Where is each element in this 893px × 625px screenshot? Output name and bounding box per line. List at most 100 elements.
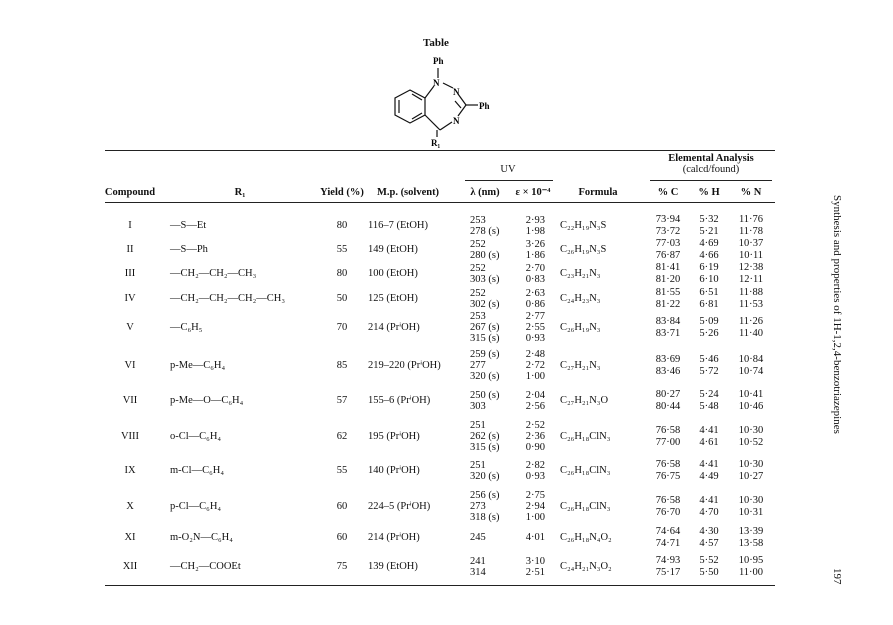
analysis-h: 6·19 <box>699 262 719 273</box>
melting-point: 224–5 (PrⁱOH) <box>368 501 431 512</box>
yield: 55 <box>336 244 348 255</box>
analysis-n: 10·84 <box>738 354 764 365</box>
running-head: Synthesis and properties of 1H-1,2,4-ben… <box>831 195 843 434</box>
yield: 80 <box>336 268 348 279</box>
analysis-c: 77·00 <box>655 437 681 448</box>
analysis-h: 5·09 <box>699 316 719 327</box>
uv-epsilon: 3·26 <box>525 238 545 250</box>
analysis-c: 74·93 <box>655 555 681 566</box>
bonds <box>394 68 478 137</box>
header: Yield (%) <box>320 187 364 198</box>
uv-lambda: 278 (s) <box>470 225 500 237</box>
uv-lambda: 315 (s) <box>470 442 500 453</box>
analysis-c: 76·58 <box>655 495 681 506</box>
title: Table <box>423 37 449 49</box>
uv-lambda: 252 <box>470 238 486 250</box>
yield: 80 <box>336 220 348 231</box>
atom-label: Ph <box>479 101 490 111</box>
formula: C₂₄H₂₃N₃ <box>560 293 601 304</box>
melting-point: 125 (EtOH) <box>368 293 418 304</box>
analysis-n: 11·53 <box>738 299 764 310</box>
uv-epsilon: 0·83 <box>525 273 545 285</box>
substituent: —S—Ph <box>170 244 208 255</box>
compound: XI <box>124 532 136 543</box>
analysis-rule <box>650 180 772 181</box>
uv-lambda: 267 (s) <box>470 322 500 333</box>
uv-epsilon: 1·00 <box>525 512 545 523</box>
analysis-c: 73·72 <box>655 226 681 237</box>
melting-point: 139 (EtOH) <box>368 561 418 572</box>
uv-epsilon: 2·51 <box>525 566 545 578</box>
analysis-h: 4·70 <box>699 507 719 518</box>
analysis-n: 10·31 <box>738 507 764 518</box>
header: R₁ <box>234 187 246 198</box>
uv-lambda: 303 <box>470 400 486 412</box>
melting-point: 149 (EtOH) <box>368 244 418 255</box>
yield: 50 <box>336 293 348 304</box>
melting-point: 214 (PrⁱOH) <box>368 322 420 333</box>
compound: II <box>126 244 134 255</box>
formula: C₂₆H₁₉N₃ <box>560 322 601 333</box>
substituent: —CH₂—COOEt <box>170 561 241 572</box>
uv-epsilon: 2·70 <box>525 262 545 274</box>
analysis-n: 10·95 <box>738 555 764 566</box>
header: % N <box>740 187 762 198</box>
uv-lambda: 252 <box>470 287 486 299</box>
substituent: —S—Et <box>170 220 207 231</box>
analysis-c: 76·75 <box>655 471 681 482</box>
uv-epsilon: 4·01 <box>525 532 545 543</box>
yield: 85 <box>336 360 348 371</box>
uv-lambda: 318 (s) <box>470 512 500 523</box>
analysis-c: 83·84 <box>655 316 681 327</box>
melting-point: 219–220 (PrⁱOH) <box>368 360 441 371</box>
yield: 70 <box>336 322 348 333</box>
uv-epsilon: 2·77 <box>525 311 545 322</box>
compound: IV <box>124 293 136 304</box>
uv-epsilon: 2·52 <box>525 420 545 431</box>
uv-epsilon: 2·36 <box>525 431 545 442</box>
compound: VIII <box>120 431 140 442</box>
formula: C₂₇H₂₁N₃ <box>560 360 601 371</box>
uv-lambda: 320 (s) <box>470 371 500 382</box>
substituent: —CH₂—CH₂—CH₃ <box>170 268 257 279</box>
header: Elemental Analysis <box>668 153 754 164</box>
header: Compound <box>104 187 156 198</box>
analysis-c: 76·87 <box>655 250 681 261</box>
formula: C₂₇H₂₁N₃O <box>560 395 609 406</box>
page-number: 197 <box>831 568 843 585</box>
analysis-h: 5·26 <box>699 328 719 339</box>
uv-lambda: 320 (s) <box>470 470 500 482</box>
analysis-n: 10·11 <box>738 250 764 261</box>
uv-epsilon: 2·63 <box>525 287 545 299</box>
formula: C₂₆H₁₈ClN₃ <box>560 431 611 442</box>
yield: 55 <box>336 465 348 476</box>
analysis-n: 11·00 <box>738 567 764 578</box>
uv-lambda: 253 <box>470 311 486 322</box>
melting-point: 116–7 (EtOH) <box>368 220 428 231</box>
uv-epsilon: 1·86 <box>525 249 545 261</box>
melting-point: 140 (PrⁱOH) <box>368 465 420 476</box>
uv-epsilon: 2·82 <box>525 459 545 471</box>
analysis-n: 10·46 <box>738 401 764 412</box>
yield: 60 <box>336 532 348 543</box>
analysis-h: 5·32 <box>699 214 719 225</box>
compound: XII <box>122 561 138 572</box>
analysis-c: 76·58 <box>655 459 681 470</box>
uv-lambda: 303 (s) <box>470 273 500 285</box>
compound: X <box>126 501 134 512</box>
yield: 60 <box>336 501 348 512</box>
analysis-h: 6·10 <box>699 274 719 285</box>
analysis-c: 74·64 <box>655 526 681 537</box>
atom-label: N <box>453 87 460 97</box>
uv-lambda: 314 <box>470 566 486 578</box>
uv-lambda: 302 (s) <box>470 298 500 310</box>
substituent: p-Me—C₆H₄ <box>170 360 226 371</box>
formula: C₂₆H₁₈N₄O₂ <box>560 532 612 543</box>
uv-lambda: 251 <box>470 420 486 431</box>
analysis-h: 4·41 <box>699 425 719 436</box>
analysis-n: 11·78 <box>738 226 764 237</box>
formula: C₂₄H₂₁N₃O₂ <box>560 561 612 572</box>
analysis-n: 10·41 <box>738 389 764 400</box>
uv-lambda: 280 (s) <box>470 249 500 261</box>
